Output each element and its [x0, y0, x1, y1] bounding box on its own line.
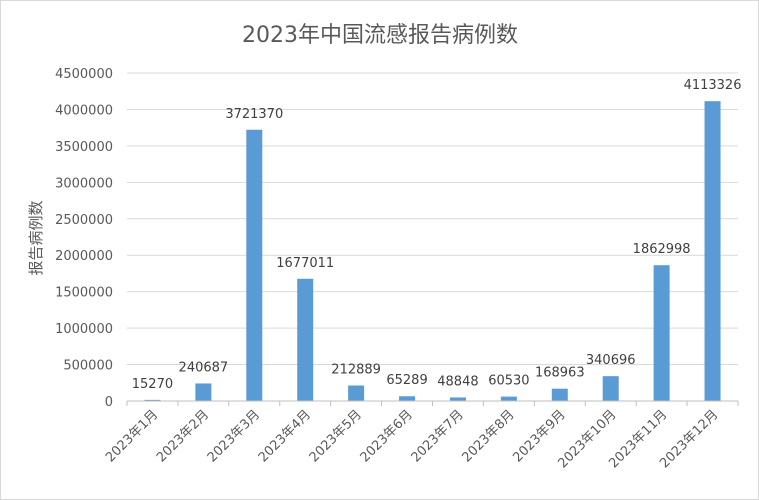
- bar: [602, 376, 619, 401]
- x-tick-label: 2023年4月: [256, 407, 314, 465]
- y-tick-label: 1500000: [55, 286, 113, 301]
- x-tick-label: 2023年8月: [459, 407, 517, 465]
- data-label: 340696: [586, 353, 636, 368]
- data-labels: 15270 240687 3721370 1677011 212889 65289 4884…: [132, 78, 742, 392]
- bar: [500, 396, 517, 401]
- bar: [399, 396, 416, 401]
- y-tick-label: 4500000: [55, 67, 113, 82]
- bar: [297, 278, 314, 401]
- x-tick-labels: 2023年1月2023年2月2023年3月2023年4月2023年5月2023年…: [103, 401, 739, 471]
- y-tick-labels: 0 500000 1000000 1500000 2000000 2500000 30000…: [55, 67, 113, 410]
- data-label: 15270: [132, 377, 173, 392]
- y-tick-label: 3000000: [55, 176, 113, 191]
- y-tick-label: 2500000: [55, 213, 113, 228]
- data-label: 4113326: [684, 78, 742, 93]
- x-tick-label: 2023年6月: [358, 407, 416, 465]
- data-label: 212889: [331, 362, 381, 377]
- x-tick-label: 2023年3月: [205, 407, 263, 465]
- bar: [704, 101, 721, 401]
- data-label: 3721370: [225, 107, 283, 122]
- y-tick-label: 0: [105, 395, 113, 410]
- data-label: 168963: [535, 366, 585, 381]
- y-tick-label: 3500000: [55, 140, 113, 155]
- bar: [246, 129, 263, 401]
- data-label: 60530: [488, 374, 529, 389]
- data-label: 48848: [437, 374, 478, 389]
- x-tick-label: 2023年1月: [103, 407, 161, 465]
- bar: [653, 265, 670, 401]
- chart-title: 2023年中国流感报告病例数: [242, 23, 518, 48]
- bar: [348, 385, 365, 401]
- bar: [195, 383, 212, 401]
- data-label: 1677011: [276, 256, 334, 271]
- x-tick-label: 2023年2月: [154, 407, 212, 465]
- bar: [551, 388, 568, 401]
- bar: [449, 397, 466, 401]
- y-tick-label: 1000000: [55, 322, 113, 337]
- data-label: 1862998: [633, 242, 691, 257]
- y-tick-label: 500000: [63, 359, 113, 374]
- data-label: 65289: [386, 373, 427, 388]
- bars: [144, 101, 721, 401]
- bar: [144, 399, 161, 401]
- gridlines: [127, 72, 738, 366]
- y-tick-label: 2000000: [55, 249, 113, 264]
- y-axis-label: 报告病例数: [27, 200, 45, 275]
- x-tick-label: 2023年5月: [307, 407, 365, 465]
- data-label: 240687: [179, 360, 229, 375]
- y-tick-label: 4000000: [55, 103, 113, 118]
- x-tick-label: 2023年7月: [409, 407, 467, 465]
